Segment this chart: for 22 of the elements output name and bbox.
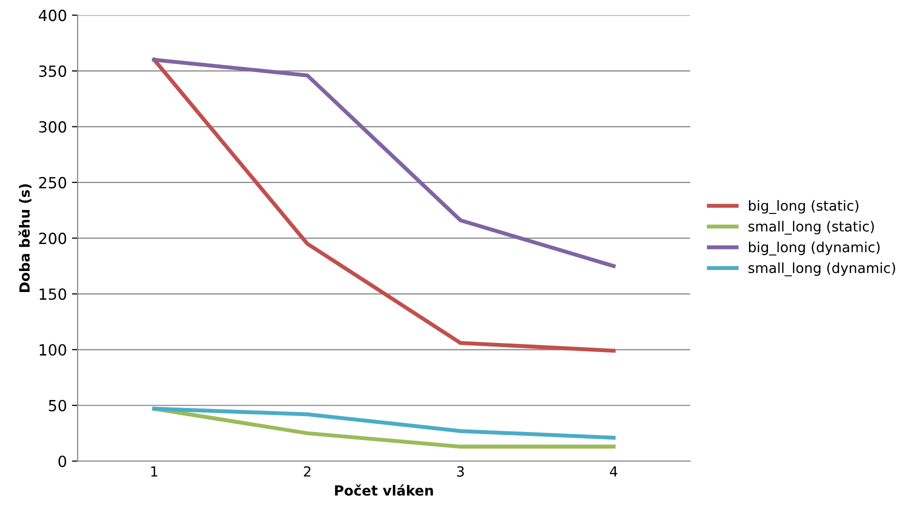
y-tick-label: 200 bbox=[39, 232, 66, 244]
y-tick-label: 400 bbox=[38, 10, 66, 22]
y-tick-label: 50 bbox=[48, 400, 66, 412]
line-series bbox=[152, 406, 616, 440]
legend-label: big_long (dynamic) bbox=[749, 242, 880, 256]
legend-label: small_long (static) bbox=[748, 220, 874, 235]
line-series bbox=[152, 58, 616, 268]
x-tick-label: 3 bbox=[457, 466, 464, 477]
y-tick-label: 350 bbox=[39, 65, 66, 77]
legend-label: small_long (dynamic) bbox=[748, 262, 896, 276]
y-tick-label: 250 bbox=[39, 176, 66, 188]
y-tick-label: 300 bbox=[39, 121, 66, 133]
line-series bbox=[152, 58, 616, 353]
x-tick-label: 2 bbox=[304, 466, 310, 477]
x-tick-label: 1 bbox=[151, 466, 158, 477]
y-axis-title: Doba běhu (s) bbox=[18, 184, 32, 292]
y-tick-label: 100 bbox=[40, 344, 66, 356]
x-axis-title: Počet vláken bbox=[335, 484, 433, 496]
legend-label: big_long (static) bbox=[749, 200, 858, 214]
y-tick-label: 150 bbox=[40, 288, 66, 300]
x-tick-label: 4 bbox=[610, 466, 618, 477]
y-tick-label: 0 bbox=[58, 456, 66, 468]
